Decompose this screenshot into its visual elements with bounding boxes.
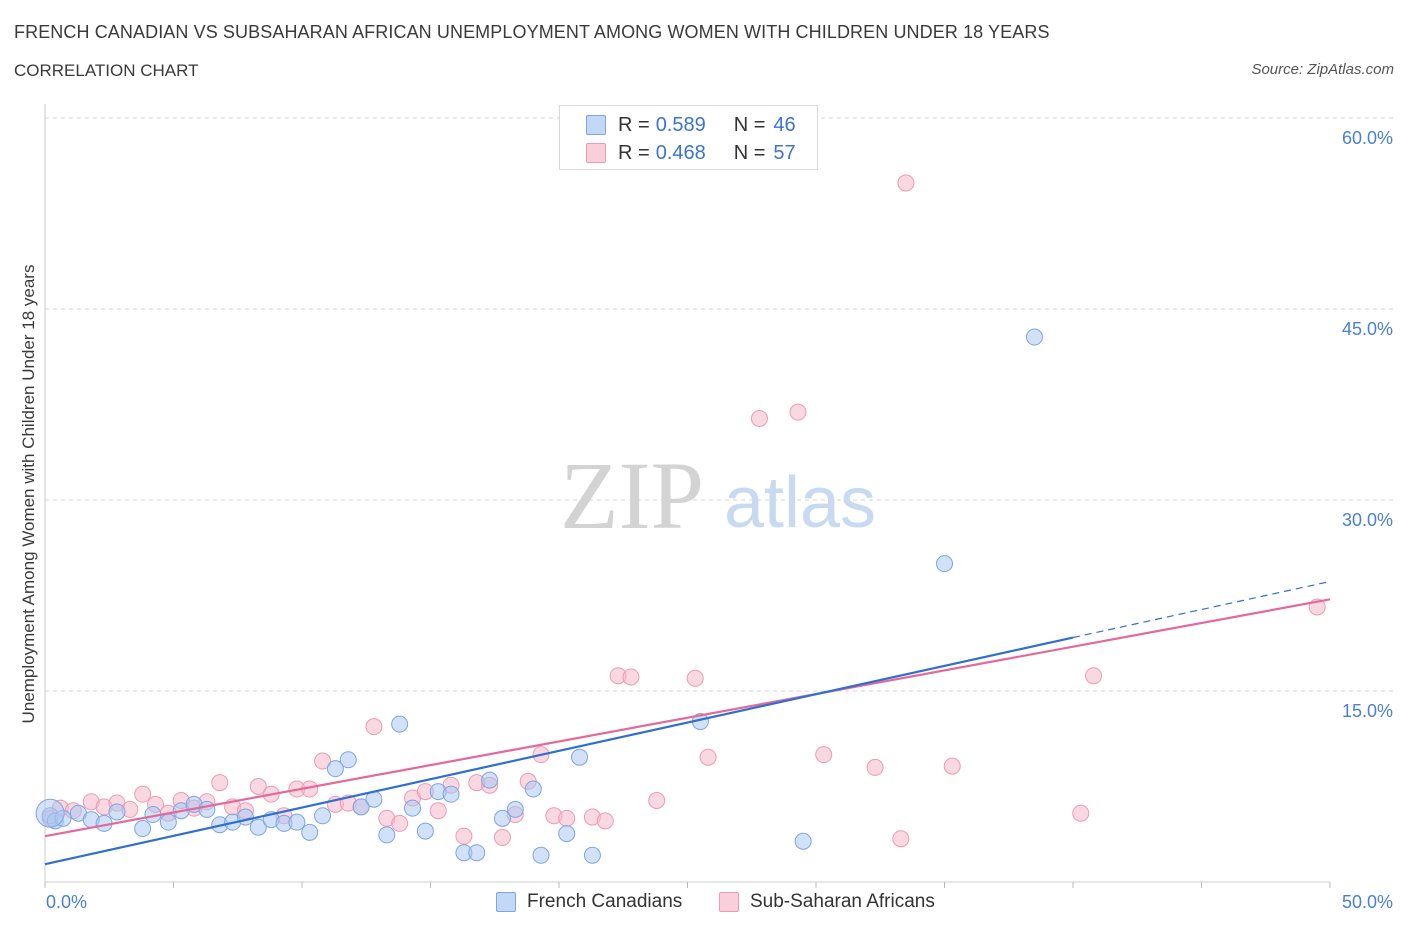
legend-swatch-pink xyxy=(719,892,739,912)
n-value-blue: 46 xyxy=(773,113,796,136)
r-label: R = xyxy=(618,113,650,136)
watermark-zip: ZIP xyxy=(560,442,704,549)
data-point-blue xyxy=(404,799,422,817)
data-point-pink xyxy=(249,778,267,795)
data-point-blue xyxy=(571,748,589,766)
data-point-blue xyxy=(583,846,601,864)
legend-swatch-blue xyxy=(586,115,606,135)
data-point-pink xyxy=(686,669,704,687)
data-point-blue xyxy=(558,825,576,843)
data-point-blue xyxy=(339,751,357,769)
data-point-pink xyxy=(892,830,910,848)
data-point-blue xyxy=(326,760,344,778)
data-point-pink xyxy=(455,827,473,845)
data-point-blue xyxy=(108,803,126,821)
data-point-blue xyxy=(416,822,434,840)
data-point-blue xyxy=(1025,328,1043,346)
trend-line-pink xyxy=(44,598,1331,838)
data-point-pink xyxy=(866,758,884,776)
y-tick-label: 60.0% xyxy=(1342,128,1393,148)
data-point-blue xyxy=(198,800,216,818)
chart-title: FRENCH CANADIAN VS SUBSAHARAN AFRICAN UN… xyxy=(14,22,1050,42)
legend-swatch-pink xyxy=(586,143,606,163)
n-label: N = xyxy=(733,141,766,164)
y-axis-label: Unemployment Among Women with Children U… xyxy=(19,265,38,724)
data-point-pink xyxy=(1085,667,1103,685)
y-tick-labels: 15.0% 30.0% 45.0% 60.0% xyxy=(1342,128,1393,721)
trend-lines xyxy=(44,580,1331,866)
data-point-pink xyxy=(648,792,666,810)
data-point-blue xyxy=(249,818,267,836)
data-point-pink xyxy=(750,410,768,428)
axes xyxy=(44,104,1331,888)
data-point-pink xyxy=(391,814,409,832)
legend-item-sub-saharan-africans[interactable]: Sub-Saharan Africans xyxy=(719,889,935,915)
data-point-pink xyxy=(596,812,614,830)
data-point-pink xyxy=(493,828,511,846)
data-point-pink xyxy=(815,746,833,764)
data-point-blue xyxy=(493,809,511,827)
data-point-blue xyxy=(301,823,319,841)
data-point-blue xyxy=(378,826,396,844)
trend-line-blue xyxy=(44,636,1074,866)
legend-label-french-canadians: French Canadians xyxy=(527,891,683,912)
series-french-canadians xyxy=(35,328,1043,864)
data-point-blue xyxy=(134,820,152,838)
data-point-blue xyxy=(524,780,542,798)
legend-swatch-blue xyxy=(496,892,516,912)
trend-line-blue-extension xyxy=(1072,580,1331,639)
data-point-blue xyxy=(532,846,550,864)
data-point-blue xyxy=(236,808,254,826)
data-point-blue xyxy=(314,807,332,825)
data-point-blue xyxy=(352,798,370,816)
watermark-atlas: atlas xyxy=(724,463,876,543)
stats-row-french-canadians: R = 0.589 N = 46 xyxy=(586,113,796,137)
r-value-pink: 0.468 xyxy=(655,141,706,164)
data-point-blue xyxy=(391,715,409,733)
legend-item-french-canadians[interactable]: French Canadians xyxy=(496,889,682,915)
data-point-blue xyxy=(159,813,177,831)
grid-lines xyxy=(45,117,1395,692)
r-label: R = xyxy=(618,141,650,164)
x-tick-label: 50.0% xyxy=(1342,892,1393,912)
n-value-pink: 57 xyxy=(773,141,796,164)
data-point-pink xyxy=(558,809,576,827)
y-tick-label: 30.0% xyxy=(1342,510,1393,530)
data-point-blue xyxy=(506,800,524,818)
data-point-blue xyxy=(794,832,812,850)
source-credit: Source: ZipAtlas.com xyxy=(1251,61,1394,78)
data-point-pink xyxy=(211,774,229,792)
data-point-pink xyxy=(897,174,915,192)
stats-legend: R = 0.589 N = 46 R = 0.468 N = 57 xyxy=(559,105,818,170)
data-point-blue xyxy=(288,813,306,831)
data-point-pink xyxy=(134,785,152,803)
legend-label-sub-saharan-africans: Sub-Saharan Africans xyxy=(750,891,935,912)
watermark: ZIP atlas xyxy=(560,442,876,549)
data-point-pink xyxy=(365,718,383,736)
data-point-blue xyxy=(468,844,486,862)
data-point-blue xyxy=(481,771,499,789)
data-point-blue xyxy=(35,798,65,828)
data-point-pink xyxy=(622,668,640,686)
chart-subtitle: CORRELATION CHART xyxy=(14,61,199,80)
y-tick-label: 15.0% xyxy=(1342,701,1393,721)
n-label: N = xyxy=(733,113,766,136)
data-point-pink xyxy=(699,748,717,766)
data-point-blue xyxy=(442,785,460,803)
data-point-pink xyxy=(789,403,807,421)
data-point-pink xyxy=(943,757,961,775)
stats-row-sub-saharan-africans: R = 0.468 N = 57 xyxy=(586,141,796,165)
data-point-pink xyxy=(429,802,447,820)
data-point-pink xyxy=(314,752,332,770)
data-point-blue xyxy=(936,555,953,573)
r-value-blue: 0.589 xyxy=(655,113,706,136)
y-tick-label: 45.0% xyxy=(1342,319,1393,339)
data-point-pink xyxy=(1072,804,1090,822)
x-tick-labels: 0.0% 50.0% xyxy=(46,892,1393,912)
x-tick-label: 0.0% xyxy=(46,892,87,912)
